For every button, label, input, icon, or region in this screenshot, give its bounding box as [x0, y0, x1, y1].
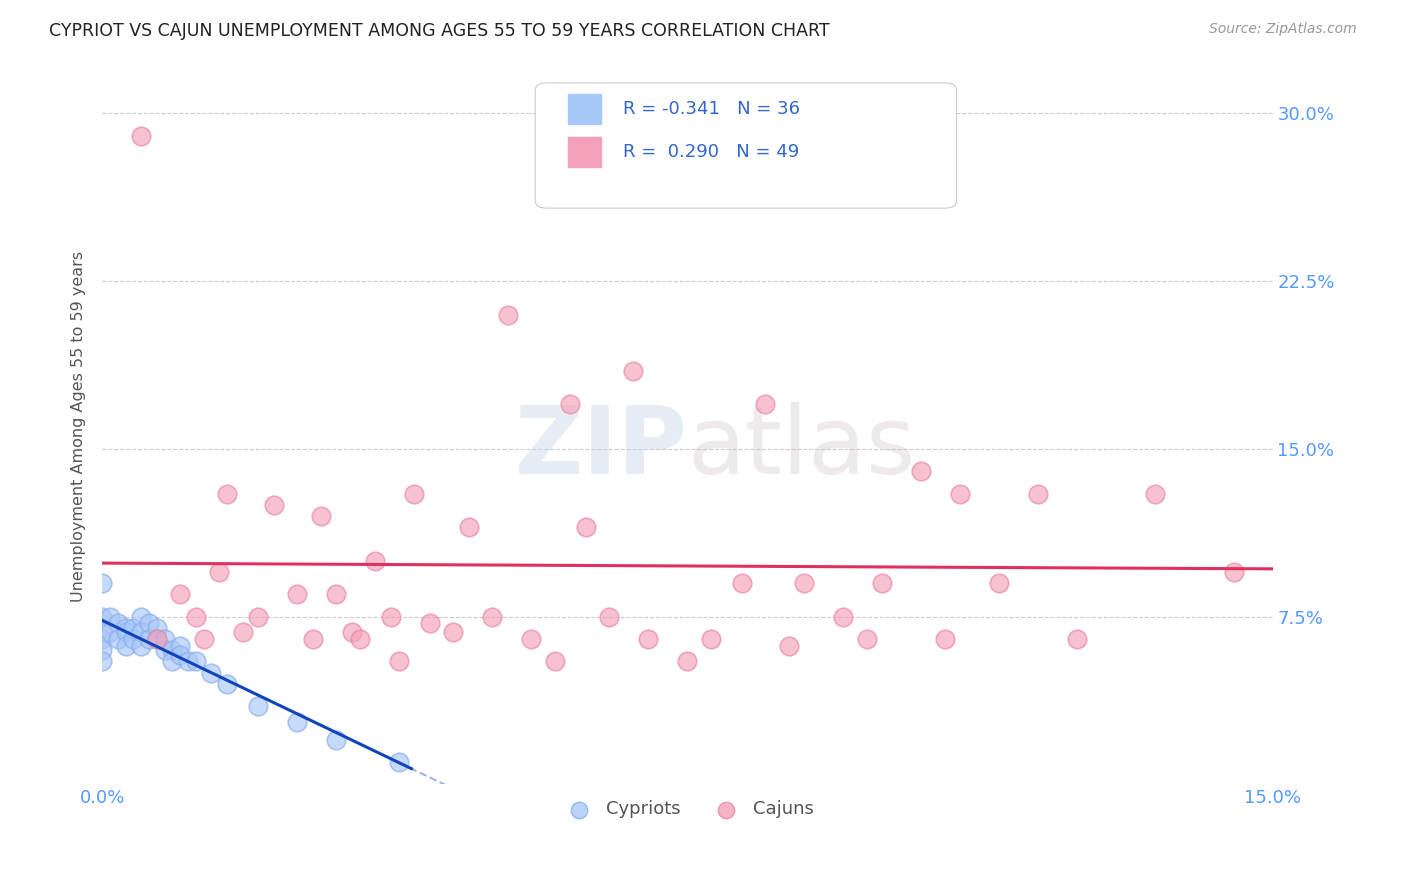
Point [419, 616, 441, 631]
Point [988, 576, 1011, 591]
Point [184, 609, 207, 624]
Point [98, 625, 121, 640]
Point [364, 554, 387, 568]
Y-axis label: Unemployment Among Ages 55 to 59 years: Unemployment Among Ages 55 to 59 years [72, 251, 86, 602]
Point [496, 308, 519, 322]
Point [349, 632, 371, 646]
Point [177, 654, 200, 668]
Point [832, 609, 855, 624]
Text: Source: ZipAtlas.com: Source: ZipAtlas.com [1209, 22, 1357, 37]
Point [107, 632, 129, 646]
Point [285, 714, 308, 729]
Point [232, 625, 254, 640]
Point [91, 643, 114, 657]
Point [129, 128, 152, 143]
Point [153, 632, 176, 646]
Point [215, 677, 238, 691]
Text: ZIP: ZIP [515, 402, 688, 494]
Point [778, 639, 800, 653]
Point [215, 486, 238, 500]
Point [441, 625, 464, 640]
Point [184, 654, 207, 668]
Point [208, 565, 231, 579]
Point [481, 609, 503, 624]
Point [700, 632, 723, 646]
Point [263, 498, 285, 512]
Point [1028, 486, 1050, 500]
Point [621, 363, 644, 377]
Point [114, 625, 136, 640]
Text: R =  0.290   N = 49: R = 0.290 N = 49 [623, 144, 799, 161]
Point [169, 639, 191, 653]
Bar [568, 137, 600, 168]
Point [153, 643, 176, 657]
Point [91, 632, 114, 646]
Point [1222, 565, 1244, 579]
Point [754, 397, 776, 411]
Point [637, 632, 659, 646]
Point [731, 576, 754, 591]
Point [302, 632, 325, 646]
Point [138, 632, 160, 646]
Text: CYPRIOT VS CAJUN UNEMPLOYMENT AMONG AGES 55 TO 59 YEARS CORRELATION CHART: CYPRIOT VS CAJUN UNEMPLOYMENT AMONG AGES… [49, 22, 830, 40]
Point [380, 609, 402, 624]
Point [169, 648, 191, 662]
Point [598, 609, 620, 624]
Point [388, 654, 411, 668]
Point [122, 621, 145, 635]
Point [146, 632, 169, 646]
Point [247, 699, 270, 714]
Point [98, 609, 121, 624]
Point [169, 587, 191, 601]
Point [285, 587, 308, 601]
Point [247, 609, 270, 624]
Point [340, 625, 363, 640]
Point [193, 632, 215, 646]
Point [575, 520, 598, 534]
Point [129, 609, 152, 624]
Point [910, 464, 932, 478]
Text: atlas: atlas [688, 402, 915, 494]
Point [129, 625, 152, 640]
Point [793, 576, 815, 591]
Point [114, 621, 136, 635]
Point [404, 486, 426, 500]
Point [122, 632, 145, 646]
Point [91, 621, 114, 635]
Point [162, 643, 184, 657]
Point [138, 616, 160, 631]
Point [1144, 486, 1167, 500]
Point [856, 632, 879, 646]
Point [325, 587, 347, 601]
Point [560, 397, 582, 411]
Point [872, 576, 894, 591]
Point [91, 654, 114, 668]
Text: R = -0.341   N = 36: R = -0.341 N = 36 [623, 100, 800, 119]
Point [325, 732, 347, 747]
Point [162, 654, 184, 668]
Point [544, 654, 567, 668]
Point [520, 632, 543, 646]
Point [114, 639, 136, 653]
Point [458, 520, 481, 534]
Point [1066, 632, 1088, 646]
FancyBboxPatch shape [536, 83, 956, 208]
Point [388, 755, 411, 769]
Point [146, 632, 169, 646]
Point [146, 621, 169, 635]
Point [91, 609, 114, 624]
Point [91, 576, 114, 591]
Point [676, 654, 699, 668]
Point [129, 639, 152, 653]
Point [107, 616, 129, 631]
Point [200, 665, 222, 680]
Legend: Cypriots, Cajuns: Cypriots, Cajuns [554, 793, 821, 825]
Point [949, 486, 972, 500]
Bar [568, 95, 600, 124]
Point [309, 508, 332, 523]
Point [934, 632, 956, 646]
